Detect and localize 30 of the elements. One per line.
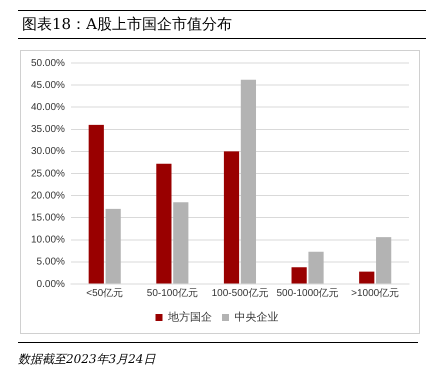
x-tick-label: 100-500亿元 xyxy=(212,288,268,299)
x-tick-label: 500-1000亿元 xyxy=(276,288,339,299)
y-tick-label: 5.00% xyxy=(36,256,66,268)
bar xyxy=(173,202,188,284)
y-tick-label: 10.00% xyxy=(30,234,66,246)
bar xyxy=(308,252,324,284)
bar xyxy=(224,151,240,284)
chart-title: 图表18：A股上市国企市值分布 xyxy=(18,10,426,39)
bar xyxy=(376,237,392,284)
y-tick-label: 30.00% xyxy=(30,146,66,158)
y-tick-label: 0.00% xyxy=(36,278,66,290)
y-tick-label: 20.00% xyxy=(30,190,66,202)
y-tick-label: 50.00% xyxy=(30,58,66,69)
bar xyxy=(240,80,256,284)
legend-label: 地方国企 xyxy=(167,310,212,324)
y-tick-label: 35.00% xyxy=(30,124,66,136)
bar xyxy=(359,272,374,284)
bar xyxy=(156,164,172,284)
text: 数据截至2023年3月24日 xyxy=(18,351,156,368)
x-tick-label: 50-100亿元 xyxy=(146,288,198,299)
y-tick-label: 40.00% xyxy=(30,102,66,113)
x-tick-label: <50亿元 xyxy=(86,288,124,299)
y-tick-label: 25.00% xyxy=(30,168,66,180)
y-tick-label: 45.00% xyxy=(30,80,66,91)
bar xyxy=(88,124,104,284)
x-tick-label: >1000亿元 xyxy=(351,288,400,299)
y-tick-label: 15.00% xyxy=(30,212,66,224)
bar xyxy=(292,267,307,284)
legend-label: 中央企业 xyxy=(234,310,278,324)
bar xyxy=(106,208,121,284)
